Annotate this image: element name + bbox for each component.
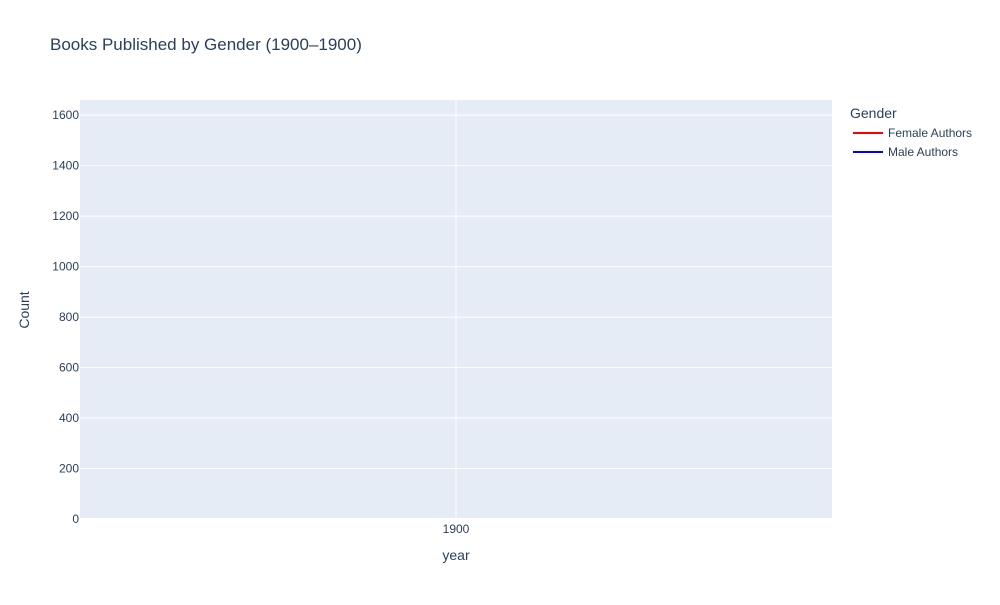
y-axis-ticks: 0 200 400 600 800 1000 1200 1400 1600 [52,108,79,526]
legend-item-label: Male Authors [888,145,958,159]
legend-title: Gender [850,105,897,121]
legend-item-label: Female Authors [888,126,972,140]
x-axis-label: year [442,547,470,563]
y-tick-label: 600 [59,361,79,375]
y-tick-label: 0 [72,512,79,526]
grid-layer [80,100,832,520]
y-tick-label: 400 [59,411,79,425]
y-tick-label: 200 [59,462,79,476]
y-axis-label: Count [16,291,32,328]
y-tick-label: 1200 [52,209,79,223]
y-tick-label: 1600 [52,108,79,122]
x-tick-label: 1900 [443,522,470,536]
legend-items[interactable]: Female Authors Male Authors [853,126,972,159]
legend[interactable]: Gender Female Authors Male Authors [850,105,972,159]
y-tick-label: 1000 [52,260,79,274]
x-axis-ticks: 1900 [443,522,470,536]
legend-item[interactable]: Female Authors [853,126,972,140]
legend-item[interactable]: Male Authors [853,145,958,159]
chart-title: Books Published by Gender (1900–1900) [50,35,362,54]
y-tick-label: 1400 [52,159,79,173]
y-tick-label: 800 [59,310,79,324]
